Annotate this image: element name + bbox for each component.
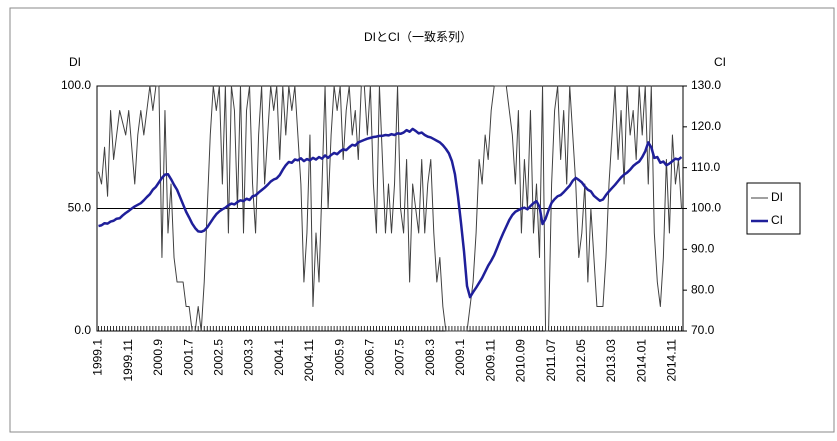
- y2-tick-label: 80.0: [691, 282, 715, 296]
- x-tick-label: 1999.1: [91, 339, 105, 376]
- x-tick-label: 2010.09: [514, 339, 528, 383]
- x-tick-label: 2000.9: [151, 339, 165, 376]
- x-tick-label: 2014.11: [665, 339, 679, 382]
- x-tick-label: 2009.11: [483, 339, 497, 382]
- y-axis-label: DI: [69, 55, 81, 69]
- x-tick-label: 2002.5: [212, 339, 226, 376]
- chart-title: DIとCI（一致系列）: [364, 30, 472, 44]
- y2-tick-label: 100.0: [691, 201, 721, 215]
- x-tick-label: 2013.03: [604, 339, 618, 383]
- y-tick-label: 100.0: [61, 78, 91, 92]
- x-tick-label: 2008.3: [423, 339, 437, 376]
- x-tick-label: 2004.1: [272, 339, 286, 376]
- x-tick-label: 2001.7: [181, 339, 195, 376]
- y2-tick-label: 110.0: [691, 160, 720, 174]
- x-tick-label: 2014.01: [634, 339, 648, 383]
- x-tick-label: 2007.5: [393, 339, 407, 376]
- series-line: [98, 127, 683, 299]
- legend-label: DI: [771, 190, 783, 204]
- y-tick-label: 0.0: [74, 323, 91, 337]
- x-tick-label: 2003.3: [242, 339, 256, 376]
- legend-box: [746, 182, 801, 235]
- y2-tick-label: 90.0: [691, 242, 715, 256]
- y2-tick-label: 120.0: [691, 119, 721, 133]
- series-line: [98, 85, 682, 332]
- x-tick-label: 2006.7: [363, 339, 377, 376]
- y2-tick-label: 130.0: [691, 78, 721, 92]
- x-tick-label: 2004.11: [302, 339, 316, 382]
- chart-frame: [9, 7, 835, 433]
- x-tick-label: 2011.07: [544, 339, 558, 382]
- x-tick-label: 1999.11: [121, 339, 135, 382]
- x-tick-label: 2012.05: [574, 339, 588, 383]
- y-tick-label: 50.0: [68, 201, 92, 215]
- legend-label: CI: [771, 213, 783, 227]
- x-tick-label: 2005.9: [332, 339, 346, 376]
- x-tick-label: 2009.1: [453, 339, 467, 376]
- y2-axis-label: CI: [714, 55, 726, 69]
- y2-tick-label: 70.0: [691, 323, 715, 337]
